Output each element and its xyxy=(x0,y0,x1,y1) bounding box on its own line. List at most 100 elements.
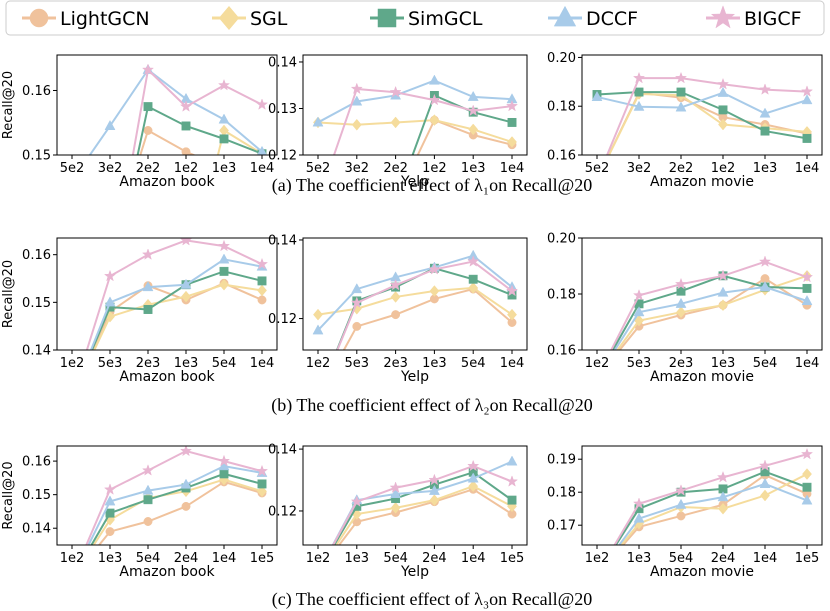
data-point xyxy=(593,571,601,579)
series-line xyxy=(332,87,513,155)
x-tick-label: 1e4 xyxy=(500,356,525,371)
data-point xyxy=(716,77,730,90)
x-tick-label: 3e2 xyxy=(345,161,370,176)
axes-frame xyxy=(302,54,528,156)
data-point xyxy=(592,569,602,578)
x-tick-label: 1e2 xyxy=(711,161,736,176)
x-tick-label: 5e3 xyxy=(345,356,370,371)
data-point xyxy=(633,306,645,317)
x-axis-label: Yelp xyxy=(400,369,429,385)
data-point xyxy=(181,501,191,511)
data-point xyxy=(428,263,441,275)
data-point xyxy=(104,495,116,506)
data-point xyxy=(353,197,361,205)
data-point xyxy=(428,484,440,495)
data-point xyxy=(468,282,479,294)
data-point xyxy=(312,116,324,127)
data-point xyxy=(68,280,76,288)
data-point xyxy=(428,74,440,85)
x-tick-label: 2e3 xyxy=(383,356,408,371)
data-point xyxy=(391,310,401,320)
y-tick-label: 0.18 xyxy=(547,288,576,303)
data-point xyxy=(390,502,401,514)
x-tick-label: 2e2 xyxy=(669,161,694,176)
data-point xyxy=(505,284,519,297)
plot-area xyxy=(312,249,519,350)
data-point xyxy=(350,296,363,309)
data-point xyxy=(592,372,603,382)
data-point xyxy=(428,93,441,106)
series-line xyxy=(606,77,808,155)
data-point xyxy=(67,175,77,184)
x-axis-label: Amazon book xyxy=(119,369,215,385)
plot-area xyxy=(312,74,519,205)
series-line xyxy=(596,91,808,115)
legend-box xyxy=(5,0,825,36)
x-tick-label: 5e3 xyxy=(627,356,652,371)
data-point xyxy=(675,101,687,112)
axes-frame xyxy=(302,237,528,351)
data-point xyxy=(106,248,114,256)
plot-area xyxy=(67,446,269,584)
data-point xyxy=(141,63,155,76)
series-line xyxy=(87,465,263,545)
series-line xyxy=(620,473,808,545)
data-point xyxy=(718,118,728,131)
legend-marker xyxy=(29,8,49,28)
y-tick-label: 0.14 xyxy=(268,233,297,248)
series-line xyxy=(337,488,513,545)
x-tick-label: 2e4 xyxy=(174,551,199,566)
series-line xyxy=(90,472,263,545)
x-tick-label: 2e4 xyxy=(422,551,447,566)
data-point xyxy=(633,512,645,523)
data-point xyxy=(181,147,191,155)
y-tick-label: 0.16 xyxy=(22,248,51,263)
data-point xyxy=(467,472,479,483)
data-point xyxy=(353,197,361,205)
legend-marker xyxy=(553,5,577,27)
legend-label: SGL xyxy=(250,8,288,30)
x-tick-label: 1e4 xyxy=(795,161,820,176)
data-point xyxy=(181,121,191,131)
y-tick-label: 0.12 xyxy=(268,312,297,327)
x-tick-label: 5e2 xyxy=(60,161,85,176)
data-point xyxy=(258,183,266,191)
x-tick-label: 1e3 xyxy=(422,356,447,371)
x-tick-label: 1e2 xyxy=(422,161,447,176)
data-point xyxy=(67,573,76,584)
data-point xyxy=(68,574,76,582)
y-tick-label: 0.14 xyxy=(268,55,297,70)
data-point xyxy=(257,479,267,489)
data-point xyxy=(68,393,76,401)
data-point xyxy=(593,374,601,382)
series-line xyxy=(317,254,513,332)
y-axis-label: Recall@20 xyxy=(1,260,16,328)
x-tick-label: 1e5 xyxy=(250,551,275,566)
data-point xyxy=(593,374,601,382)
data-point xyxy=(256,145,268,155)
series-line xyxy=(332,465,513,545)
axes-frame xyxy=(56,237,278,351)
x-axis-label: Yelp xyxy=(400,174,429,190)
x-tick-label: 3e2 xyxy=(627,161,652,176)
data-point xyxy=(68,574,76,582)
y-tick-label: 0.14 xyxy=(268,443,297,458)
data-point xyxy=(217,78,231,91)
data-point xyxy=(255,464,269,477)
data-point xyxy=(676,306,686,319)
data-point xyxy=(391,197,399,205)
series-line xyxy=(342,287,513,350)
x-tick-label: 1e3 xyxy=(711,356,736,371)
data-point xyxy=(429,114,440,126)
legend-label: LightGCN xyxy=(60,8,150,30)
x-tick-label: 1e2 xyxy=(306,356,331,371)
data-point xyxy=(255,98,269,110)
x-tick-label: 2e3 xyxy=(669,356,694,371)
data-point xyxy=(507,117,517,127)
series-line xyxy=(335,485,513,545)
x-tick-label: 1e5 xyxy=(500,551,525,566)
data-point xyxy=(718,299,728,312)
plot-area xyxy=(314,455,519,577)
data-point xyxy=(314,569,322,577)
y-tick-label: 0.14 xyxy=(22,522,51,537)
